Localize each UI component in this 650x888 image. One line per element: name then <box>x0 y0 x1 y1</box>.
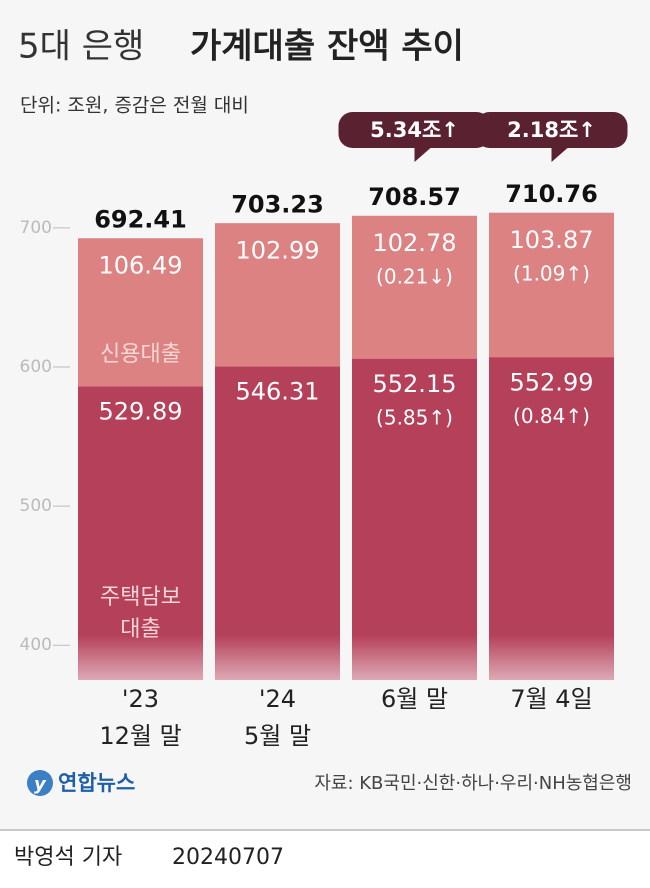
chart-title-bold: 가계대출 잔액 추이 <box>190 27 464 67</box>
subtitle: 단위: 조원, 증감은 전월 대비 <box>20 95 249 117</box>
source: 자료: KB국민·신한·하나·우리·NH농협은행 <box>314 773 632 794</box>
logo-text: 연합뉴스 <box>58 771 135 795</box>
credit-label: 106.49 <box>99 251 183 279</box>
mortgage-label: 529.89 <box>99 398 183 426</box>
mortgage-label: 546.31 <box>236 378 320 406</box>
series-name: 주택담보 <box>100 585 181 610</box>
x-tick-label: 7월 4일 <box>510 685 592 713</box>
callout-label: 5.34조↑ <box>370 118 459 142</box>
bar-credit <box>78 238 203 387</box>
fade <box>78 635 203 680</box>
x-tick-label: 6월 말 <box>381 685 448 713</box>
credit-label: 103.87 <box>510 226 594 254</box>
bar-credit <box>215 223 340 367</box>
credit-label: 102.99 <box>236 236 320 264</box>
credit-change: (0.21↓) <box>376 264 453 288</box>
x-tick-label: 5월 말 <box>244 722 311 750</box>
bar-credit <box>489 212 614 358</box>
callout-label: 2.18조↑ <box>507 118 596 142</box>
y-tick-label: 500 <box>20 496 52 516</box>
x-tick-label: 12월 말 <box>99 722 181 750</box>
x-tick-label: '24 <box>259 685 296 713</box>
fade <box>352 635 477 680</box>
logo-mark: y <box>34 774 47 795</box>
y-tick-label: 600 <box>20 357 52 377</box>
fade <box>489 635 614 680</box>
plot: 400 500 600 700 692.41 106.49 529.89 '23 12월 말 70… <box>20 112 628 750</box>
chart-title-light: 5대 은행 <box>18 27 144 67</box>
mortgage-label: 552.99 <box>510 368 594 396</box>
date: 20240707 <box>172 845 284 870</box>
byline: 박영석 기자 <box>14 845 122 870</box>
bar-credit <box>352 215 477 359</box>
mortgage-label: 552.15 <box>373 370 457 398</box>
y-tick-label: 400 <box>20 635 52 655</box>
fade <box>215 635 340 680</box>
total-label: 708.57 <box>368 183 461 211</box>
total-label: 692.41 <box>94 205 187 233</box>
series-name: 대출 <box>120 617 160 642</box>
series-name: 신용대출 <box>100 342 181 367</box>
credit-label: 102.78 <box>373 229 457 257</box>
callout-box <box>338 112 491 162</box>
credit-change: (1.09↑) <box>513 261 590 285</box>
logo-icon <box>27 770 53 796</box>
callout-box <box>475 112 628 162</box>
mortgage-change: (5.85↑) <box>376 405 453 429</box>
mortgage-change: (0.84↑) <box>513 404 590 428</box>
y-tick-label: 700 <box>20 218 52 238</box>
total-label: 703.23 <box>231 190 324 218</box>
x-tick-label: '23 <box>122 685 159 713</box>
total-label: 710.76 <box>505 180 598 208</box>
